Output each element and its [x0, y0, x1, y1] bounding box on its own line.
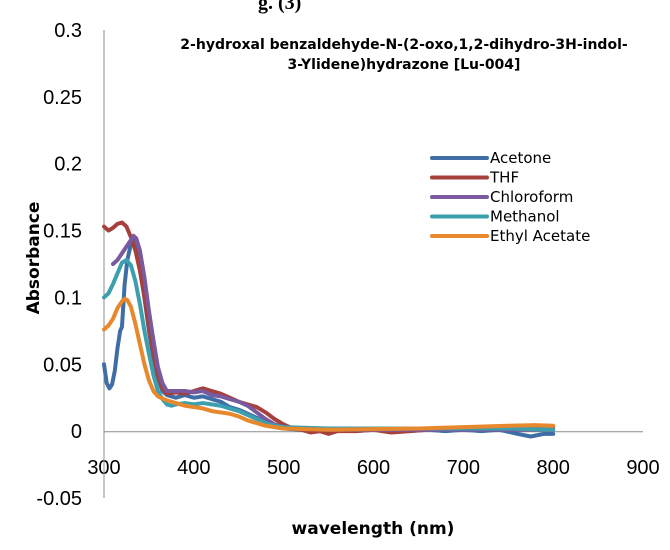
x-axis-title: wavelength (nm) [292, 519, 455, 539]
legend-label: Ethyl Acetate [490, 227, 590, 245]
x-tick-label: 700 [447, 457, 480, 479]
x-tick-label: 400 [177, 457, 210, 479]
y-tick-label: 0.1 [54, 287, 82, 309]
series-lines [104, 223, 553, 437]
x-tick-label: 800 [536, 457, 569, 479]
y-tick-label: 0.2 [54, 154, 82, 176]
y-axis-title: Absorbance [24, 202, 44, 315]
y-tick-label: 0.05 [43, 354, 82, 376]
legend-label: THF [489, 169, 519, 187]
chart-title-line-2: 3-Ylidene)hydrazone [Lu-004] [288, 57, 521, 73]
y-tick-label: 0 [71, 421, 82, 443]
chart-title-line-1: 2-hydroxal benzaldehyde-N-(2-oxo,1,2-dih… [180, 37, 628, 53]
x-tick-label: 900 [626, 457, 659, 479]
legend-label: Acetone [490, 149, 551, 167]
x-axis-tick-labels: 300 400 500 600 700 800 900 [87, 457, 659, 479]
series-line-ethyl-acetate [104, 299, 553, 430]
y-tick-label: -0.05 [36, 488, 82, 510]
series-line-chloroform [113, 236, 553, 430]
legend-label: Chloroform [490, 188, 573, 206]
legend-label: Methanol [490, 208, 560, 226]
x-tick-label: 500 [267, 457, 300, 479]
chart-title: 2-hydroxal benzaldehyde-N-(2-oxo,1,2-dih… [180, 37, 628, 73]
y-tick-label: 0.3 [54, 20, 82, 42]
cut-off-top-caption: g. (3) [258, 0, 301, 14]
y-tick-label: 0.15 [43, 221, 82, 243]
x-tick-label: 600 [357, 457, 390, 479]
y-tick-label: 0.25 [43, 87, 82, 109]
series-line-methanol [104, 260, 553, 430]
